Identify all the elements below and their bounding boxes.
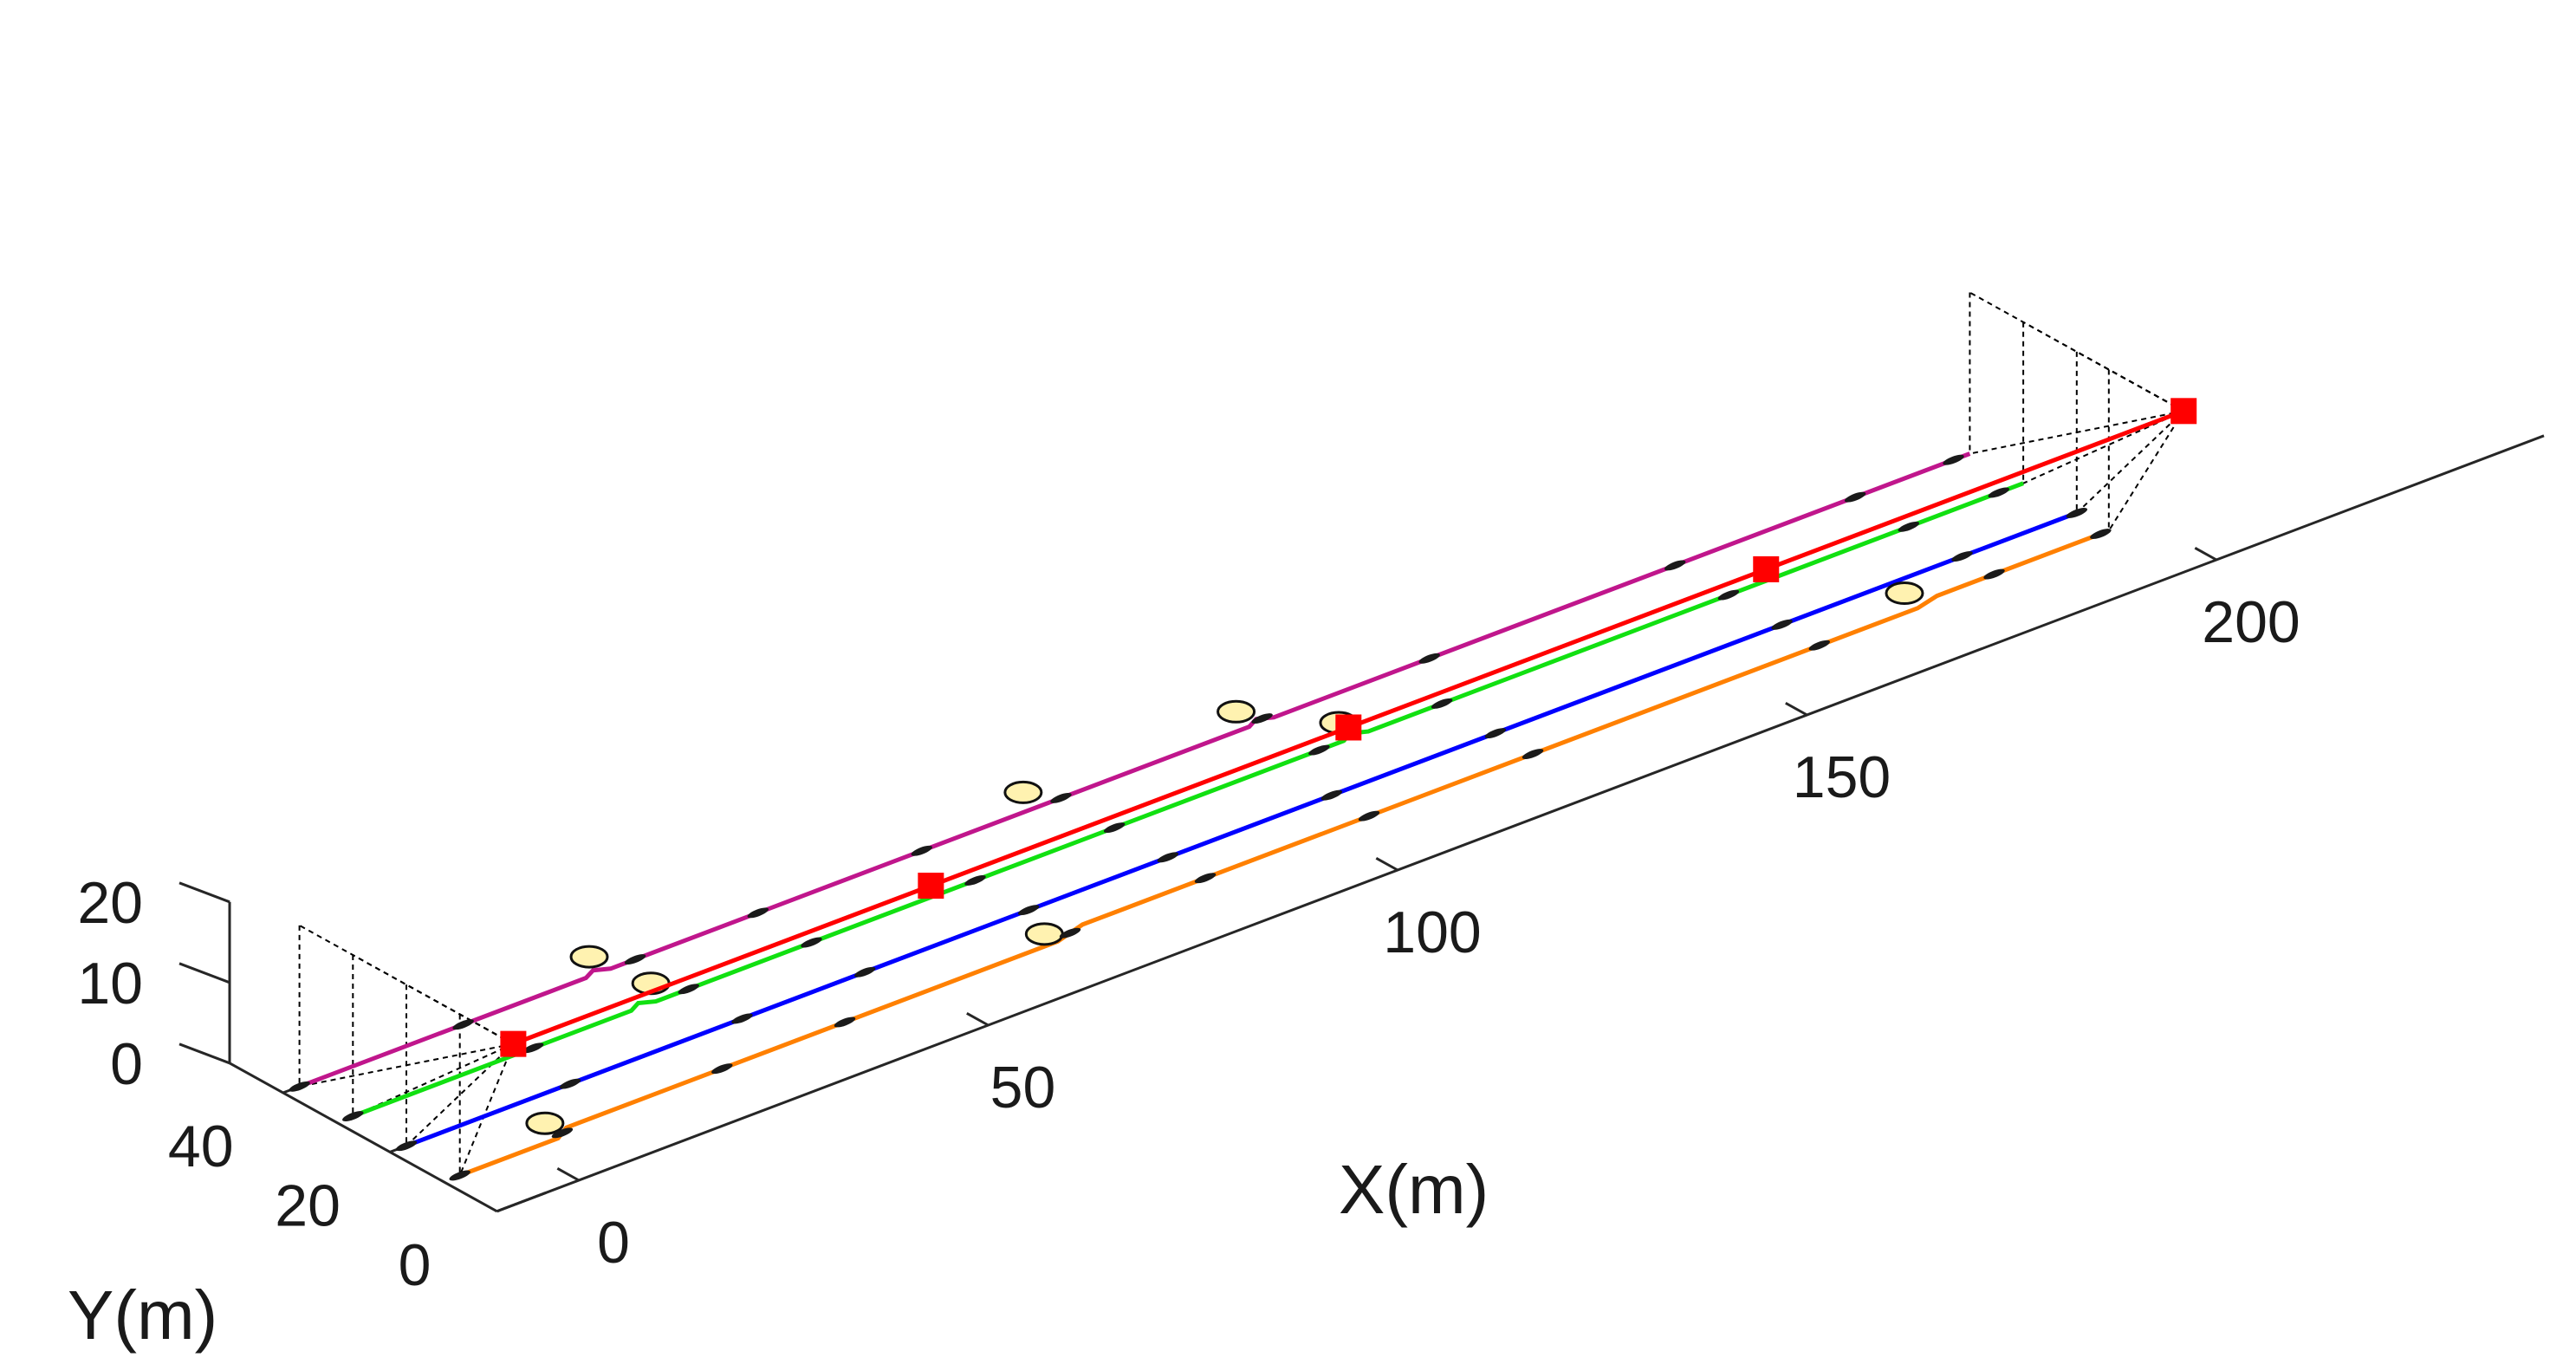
y-tick-label: 0 xyxy=(399,1232,431,1298)
x-axis-ticks: 0 50 100 150 200 xyxy=(556,547,2300,1276)
obstacle-marker xyxy=(1217,699,1256,724)
follower-marker xyxy=(1431,698,1453,709)
formation-link xyxy=(458,1043,515,1176)
follower-marker xyxy=(1808,640,1831,651)
follower-marker xyxy=(551,1127,574,1139)
obstacle-marker xyxy=(569,945,609,969)
follower-marker xyxy=(801,937,822,948)
x-tick-mark xyxy=(1785,702,1808,717)
trajectory-line xyxy=(352,481,2024,1119)
follower-marker xyxy=(853,966,876,978)
obstacles xyxy=(525,581,1924,1135)
y-axis-title: Y(m) xyxy=(68,1276,217,1354)
x-tick-label: 100 xyxy=(1383,900,1481,965)
follower-marker xyxy=(711,1063,733,1075)
follower-marker xyxy=(342,1111,364,1121)
leader-marker xyxy=(918,873,944,900)
formation-link xyxy=(2107,410,2185,531)
x-tick-label: 150 xyxy=(1793,744,1891,810)
follower-marker xyxy=(1717,589,1740,601)
follower-marker xyxy=(559,1078,581,1089)
obstacle-marker xyxy=(525,1111,565,1135)
follower-marker xyxy=(911,845,933,856)
follower-marker xyxy=(1103,822,1126,834)
follower-marker xyxy=(289,1081,310,1092)
formation-link xyxy=(2076,410,2184,514)
x-tick-mark xyxy=(1375,857,1398,872)
x-axis-line xyxy=(496,434,2545,1213)
follower-marker xyxy=(1059,927,1081,939)
trajectory-line xyxy=(298,451,1971,1089)
trajectories xyxy=(298,451,2110,1178)
obstacle-marker xyxy=(1024,922,1064,946)
follower-marker xyxy=(1898,521,1920,532)
follower-marker xyxy=(678,984,699,995)
formation-links xyxy=(298,291,2185,1176)
follower-marker xyxy=(449,1170,470,1181)
axes-box xyxy=(228,434,2545,1213)
follower-markers xyxy=(289,454,2112,1181)
follower-marker xyxy=(1320,789,1343,801)
leader-marker xyxy=(500,1030,527,1057)
follower-marker xyxy=(522,1042,544,1054)
follower-marker xyxy=(1050,792,1072,803)
leader-marker xyxy=(1753,555,1780,582)
leader-marker xyxy=(1335,714,1362,741)
follower-marker xyxy=(2090,529,2112,539)
follower-marker xyxy=(1844,491,1866,503)
follower-marker xyxy=(1194,873,1217,884)
x-axis-title: X(m) xyxy=(1339,1151,1489,1228)
follower-marker xyxy=(1157,852,1179,863)
follower-marker xyxy=(1771,619,1793,630)
follower-marker xyxy=(964,875,986,886)
trajectory-line xyxy=(406,510,2078,1148)
x-tick-label: 200 xyxy=(2202,589,2300,655)
follower-marker xyxy=(2066,507,2088,518)
x-tick-label: 50 xyxy=(990,1055,1056,1120)
x-tick-label: 0 xyxy=(597,1210,630,1276)
x-tick-mark xyxy=(2194,547,2217,562)
y-tick-label: 20 xyxy=(275,1172,341,1238)
follower-marker xyxy=(1943,454,1964,465)
leader-marker xyxy=(2170,398,2197,425)
follower-marker xyxy=(1522,749,1544,759)
y-axis-line xyxy=(229,1062,498,1213)
follower-marker xyxy=(1251,713,1273,724)
x-tick-mark xyxy=(556,1167,580,1182)
follower-marker xyxy=(1951,551,1973,562)
leader-trajectory xyxy=(500,398,2197,1057)
obstacle-marker xyxy=(1885,581,1924,606)
obstacle-marker xyxy=(1003,780,1043,804)
follower-marker xyxy=(1983,568,2005,580)
z-tick-label: 10 xyxy=(77,951,143,1017)
follower-marker xyxy=(834,1017,856,1028)
z-axis-ticks: 0 10 20 xyxy=(77,870,230,1097)
follower-marker xyxy=(1484,728,1507,739)
z-tick-mark xyxy=(178,962,230,984)
z-tick-label: 0 xyxy=(110,1031,143,1097)
follower-marker xyxy=(1988,487,2009,498)
z-tick-mark xyxy=(178,881,230,904)
follower-marker xyxy=(452,1019,474,1030)
y-tick-mark xyxy=(496,1191,547,1213)
x-tick-mark xyxy=(966,1012,990,1027)
y-axis-ticks: 0 20 40 xyxy=(168,1073,547,1298)
y-tick-label: 40 xyxy=(168,1114,234,1179)
follower-marker xyxy=(1358,810,1380,822)
follower-marker xyxy=(624,954,646,965)
follower-marker xyxy=(747,907,769,919)
z-tick-mark xyxy=(178,1042,230,1065)
formation-link xyxy=(352,954,514,1045)
follower-marker xyxy=(1418,653,1440,664)
trajectory-line xyxy=(458,529,2110,1178)
follower-marker xyxy=(731,1013,753,1024)
follower-marker xyxy=(1664,560,1686,571)
z-tick-label: 20 xyxy=(77,870,143,936)
formation-link xyxy=(2022,321,2184,412)
follower-marker xyxy=(1017,905,1040,916)
follower-marker xyxy=(395,1140,418,1152)
follower-marker xyxy=(1308,744,1330,756)
